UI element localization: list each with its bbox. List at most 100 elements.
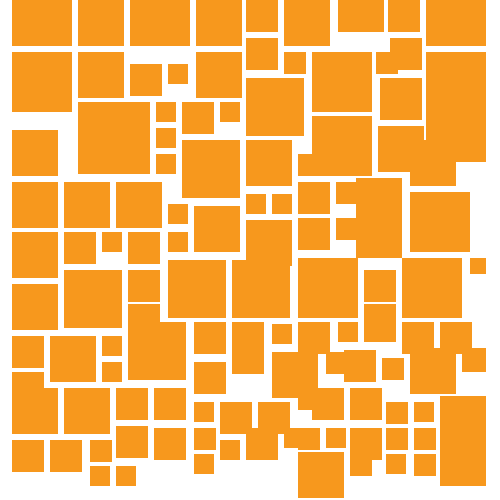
mosaic-tile	[116, 182, 162, 228]
mosaic-tile	[12, 440, 44, 472]
mosaic-tile	[50, 440, 82, 472]
mosaic-tile	[78, 0, 124, 46]
mosaic-tile	[196, 0, 242, 46]
mosaic-tile	[78, 52, 124, 98]
mosaic-tile	[154, 388, 186, 420]
mosaic-tile	[64, 232, 96, 264]
mosaic-tile	[298, 452, 344, 498]
mosaic-tile	[182, 140, 240, 198]
mosaic-tile	[386, 402, 408, 424]
mosaic-tile	[220, 102, 240, 122]
mosaic-tile	[382, 358, 404, 380]
mosaic-tile	[464, 140, 486, 162]
mosaic-tile	[90, 466, 110, 486]
mosaic-tile	[326, 352, 348, 374]
mosaic-tile	[336, 182, 358, 204]
mosaic-tile	[462, 348, 486, 372]
mosaic-tile	[130, 0, 190, 46]
mosaic-tile	[220, 440, 240, 460]
mosaic-tile	[90, 440, 112, 462]
mosaic-tile	[390, 38, 422, 70]
mosaic-tile	[336, 218, 358, 240]
mosaic-tile	[338, 0, 384, 32]
mosaic-tile	[194, 206, 240, 252]
mosaic-tile	[298, 182, 330, 214]
mosaic-tile	[326, 428, 346, 448]
mosaic-tile	[12, 232, 58, 278]
mosaic-tile	[246, 0, 278, 32]
mosaic-tile	[196, 52, 242, 98]
mosaic-tile	[410, 140, 456, 186]
mosaic-tile	[102, 232, 122, 252]
mosaic-tile	[338, 322, 358, 342]
mosaic-tile	[12, 336, 44, 368]
mosaic-tile	[232, 260, 290, 318]
mosaic-tile	[246, 78, 304, 136]
mosaic-tile	[426, 0, 486, 46]
mosaic-tile	[246, 194, 266, 214]
mosaic-tile	[350, 454, 372, 476]
mosaic-tile	[388, 0, 420, 32]
mosaic-tile	[128, 270, 160, 302]
mosaic-tile	[386, 428, 408, 450]
mosaic-tile	[154, 428, 186, 460]
mosaic-tile	[246, 220, 292, 266]
mosaic-tile	[272, 194, 292, 214]
mosaic-tile	[194, 454, 214, 474]
mosaic-tile	[350, 388, 382, 420]
mosaic-tile	[312, 388, 344, 420]
mosaic-tile	[64, 388, 110, 434]
mosaic-tile	[168, 64, 188, 84]
mosaic-tile	[182, 102, 214, 134]
mosaic-tile	[194, 362, 226, 394]
mosaic-tile	[410, 192, 470, 252]
mosaic-tile	[156, 102, 176, 122]
mosaic-tile	[12, 130, 58, 176]
mosaic-tile	[298, 154, 320, 176]
mosaic-tile	[194, 322, 226, 354]
mosaic-tile	[64, 270, 122, 328]
mosaic-tile	[168, 232, 188, 252]
mosaic-tile	[344, 350, 376, 382]
mosaic-tile	[12, 0, 72, 46]
mosaic-tile	[364, 310, 396, 342]
mosaic-tile	[246, 428, 278, 460]
mosaic-tile	[440, 440, 486, 486]
mosaic-tile	[386, 454, 406, 474]
mosaic-tile	[440, 396, 486, 442]
mosaic-tile	[470, 258, 486, 274]
mosaic-tile	[414, 428, 436, 450]
mosaic-tile	[272, 324, 292, 344]
mosaic-tile	[402, 258, 462, 318]
mosaic-tile	[12, 284, 58, 330]
mosaic-tile	[414, 454, 436, 476]
mosaic-tile	[168, 260, 226, 318]
mosaic-tile	[12, 388, 58, 434]
mosaic-tile	[194, 428, 216, 450]
mosaic-tile	[298, 322, 330, 354]
mosaic-tile	[50, 336, 96, 382]
mosaic-tile	[128, 322, 186, 380]
mosaic-tile	[64, 182, 110, 228]
mosaic-tile	[116, 426, 148, 458]
mosaic-tile	[246, 140, 292, 186]
mosaic-tile	[194, 402, 214, 422]
mosaic-tile	[116, 388, 148, 420]
mosaic-tile	[12, 52, 72, 112]
mosaic-tile	[156, 154, 176, 174]
mosaic-tile	[298, 218, 330, 250]
mosaic-tile	[284, 52, 306, 74]
mosaic-tile	[414, 402, 434, 422]
mosaic-tile	[312, 52, 372, 112]
mosaic-tile	[364, 270, 396, 302]
mosaic-tile	[116, 466, 136, 486]
mosaic-tile	[380, 78, 422, 120]
mosaic-tile	[356, 212, 402, 258]
mosaic-tile	[312, 116, 372, 176]
mosaic-tile	[298, 428, 320, 450]
mosaic-tile	[168, 204, 188, 224]
mosaic-tile	[232, 342, 264, 374]
mosaic-tile	[298, 258, 358, 318]
mosaic-tile	[130, 64, 162, 96]
mosaic-tile	[12, 182, 58, 228]
